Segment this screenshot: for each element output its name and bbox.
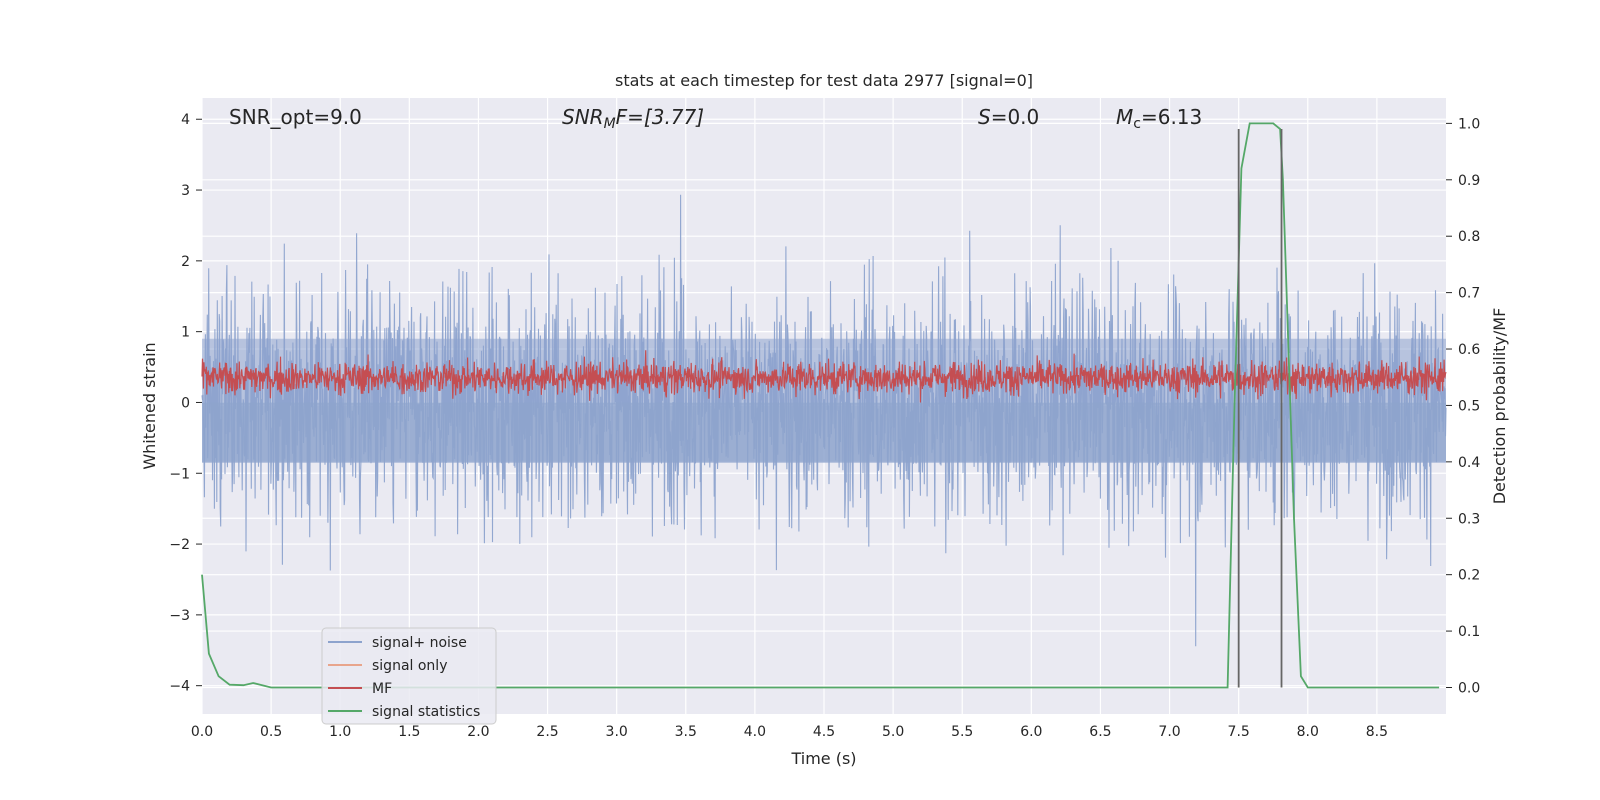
x-tick-label: 1.0: [329, 724, 351, 740]
x-tick-label: 3.0: [606, 724, 628, 740]
x-tick-label: 5.0: [882, 724, 904, 740]
y-right-tick-label: 0.1: [1458, 624, 1480, 640]
signal-plus-noise-core: [202, 402, 1446, 463]
y-tick-label: 4: [181, 112, 190, 128]
y-axis-label-right: Detection probability/MF: [1490, 308, 1509, 505]
vertical-markers: [1237, 129, 1283, 688]
signal-statistics-line: [201, 122, 1440, 689]
x-tick-label: 7.5: [1228, 724, 1250, 740]
legend-box: [321, 627, 497, 725]
y-right-tick-label: 0.4: [1458, 455, 1480, 471]
y-ticks-left: −4 −3 −2 −1 0 1 2 3 4: [169, 112, 202, 695]
x-tick-label: 0.5: [260, 724, 282, 740]
annotation-mc-val: =6.13: [1141, 105, 1202, 129]
annotation-snr-mf: SNRMF=[3.77]: [562, 105, 704, 132]
x-tick-label: 6.5: [1089, 724, 1111, 740]
y-tick-label: −1: [169, 466, 190, 482]
y-tick-label: 1: [181, 325, 190, 341]
y-right-tick-label: 0.5: [1458, 398, 1480, 414]
y-tick-label: 0: [181, 395, 190, 411]
y-tick-label: −2: [169, 537, 190, 553]
x-tick-label: 4.5: [813, 724, 835, 740]
x-tick-label: 0.0: [191, 724, 213, 740]
annotation-mc-var: M: [1116, 105, 1133, 129]
y-right-tick-label: 0.3: [1458, 511, 1480, 527]
x-axis-label: Time (s): [790, 749, 856, 768]
annotation-snr-mf-tail: F=[3.77]: [616, 105, 704, 129]
signal-statistics-series: [201, 122, 1440, 689]
annotations: SNR_opt=9.0 SNRMF=[3.77] S=0.0 Mc=6.13: [229, 105, 1202, 132]
annotation-s-val: =0.0: [991, 105, 1040, 129]
x-tick-label: 4.0: [744, 724, 766, 740]
y-tick-label: −3: [169, 608, 190, 624]
y-tick-label: 3: [181, 183, 190, 199]
y-right-tick-label: 0.8: [1458, 229, 1480, 245]
y-right-tick-label: 0.2: [1458, 568, 1480, 584]
y-right-tick-label: 0.6: [1458, 342, 1480, 358]
y-axis-label-left: Whitened strain: [140, 342, 159, 469]
annotation-s-var: S: [978, 105, 991, 129]
legend: signal+ noise signal only MF signal statist…: [321, 627, 497, 725]
legend-label: signal statistics: [372, 704, 480, 720]
y-right-tick-label: 0.7: [1458, 286, 1480, 302]
y-right-tick-label: 0.9: [1458, 173, 1480, 189]
x-ticks: 0.0 0.5 1.0 1.5 2.0 2.5 3.0 3.5 4.0 4.5 5.0 5.5 6.0 6…: [191, 724, 1388, 740]
x-tick-label: 8.0: [1297, 724, 1319, 740]
x-tick-label: 2.5: [536, 724, 558, 740]
y-right-tick-label: 0.0: [1458, 680, 1480, 696]
x-tick-label: 8.5: [1366, 724, 1388, 740]
annotation-mc-sub: c: [1133, 116, 1141, 132]
y-tick-label: −4: [169, 679, 190, 695]
annotation-mc: Mc=6.13: [1116, 105, 1202, 132]
y-right-tick-label: 1.0: [1458, 116, 1480, 132]
x-tick-label: 2.0: [467, 724, 489, 740]
y-tick-label: 2: [181, 254, 190, 270]
legend-label: signal+ noise: [372, 635, 467, 651]
x-tick-label: 1.5: [398, 724, 420, 740]
annotation-snr-opt: SNR_opt=9.0: [229, 105, 362, 129]
x-tick-label: 6.0: [1020, 724, 1042, 740]
legend-label: MF: [372, 681, 392, 697]
y-ticks-right: 0.0 0.1 0.2 0.3 0.4 0.5 0.6 0.7 0.8 0.9 1.0: [1446, 116, 1480, 696]
annotation-snr-mf-base: SNR: [562, 105, 604, 129]
x-tick-label: 3.5: [675, 724, 697, 740]
annotation-s: S=0.0: [978, 105, 1039, 129]
legend-label: signal only: [372, 658, 447, 674]
x-tick-label: 5.5: [951, 724, 973, 740]
chart-title: stats at each timestep for test data 297…: [615, 71, 1033, 90]
x-tick-label: 7.0: [1158, 724, 1180, 740]
annotation-snr-mf-sub: M: [604, 116, 616, 132]
